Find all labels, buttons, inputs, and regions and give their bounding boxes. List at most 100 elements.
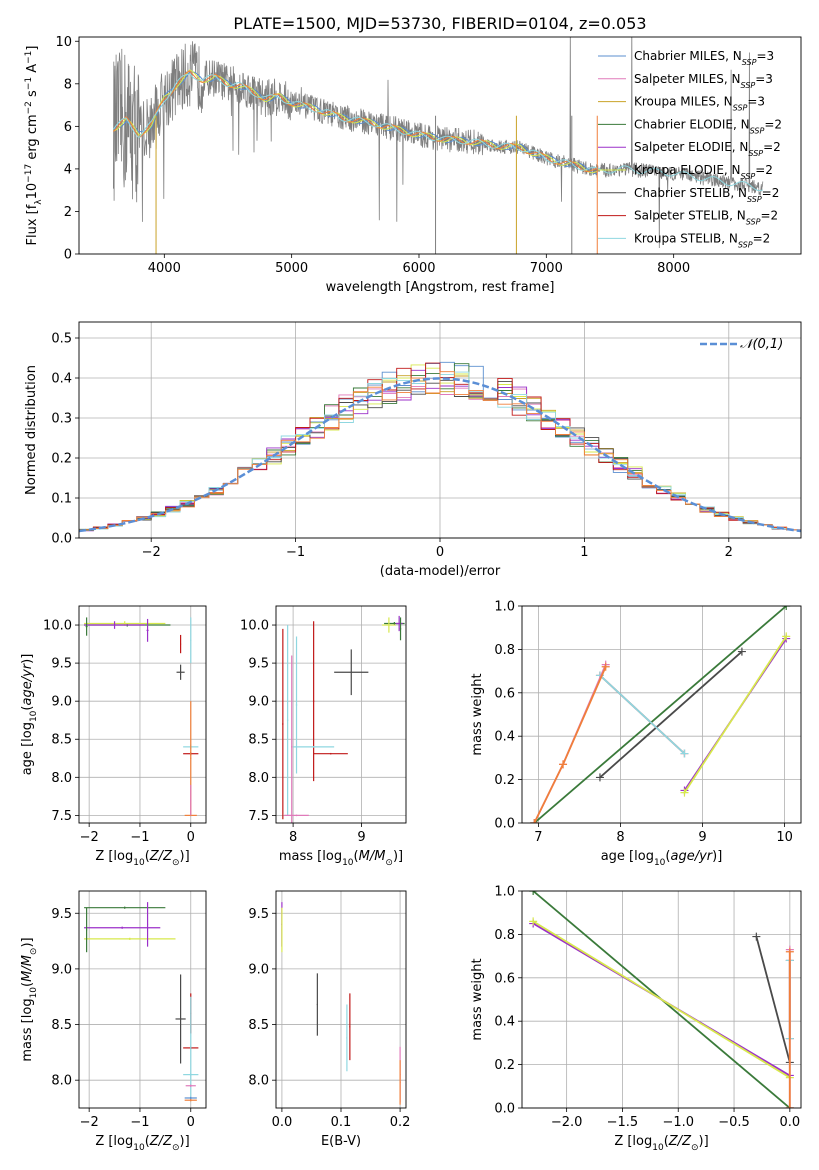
label-part: E(B-V) [321,1134,361,1149]
y-tick-label: 0.6 [494,686,515,701]
x-tick-label: 0 [436,545,444,560]
weight-marker [529,891,538,895]
legend-sub: SSP [747,194,762,203]
weight-marker [595,773,604,782]
label-part: ( [145,1134,150,1149]
legend-sub: SSP [741,80,756,89]
legend-text: =2 [764,117,782,131]
label-part: age/yr [670,849,713,864]
legend-label: Salpeter ELODIE, NSSP=2 [634,140,781,158]
label-part: age/yr [20,662,35,705]
legend-text: Chabrier STELIB, N [634,186,747,200]
label-part: ⊙ [29,948,39,956]
label-part: A [25,64,40,77]
x-tick-label: −1 [130,830,149,845]
weight-line [755,936,791,1063]
label-part: age [log [20,722,35,775]
x-tick-label: 1 [580,545,588,560]
label-part: mass weight [470,673,485,755]
weight-marker [680,788,689,797]
label-part: M/M [20,955,35,982]
x-axis-label: Z [log10(Z/Z⊙)] [614,1134,708,1153]
chart-spectrum: 4000 5000 6000 7000 8000 0 2 4 6 8 10 Chabrier MILE… [55,35,802,276]
label-part: )] [180,849,190,864]
x-axis-label: (data-model)/error [380,564,501,579]
label-part: −1 [24,51,34,64]
y-tick-label: 0.1 [51,492,72,507]
weight-line [533,606,787,823]
legend-text: =2 [753,231,771,245]
x-tick-label: −1.0 [662,1115,694,1130]
legend-text: Salpeter MILES, N [634,72,741,86]
label-part: 10 [25,183,40,200]
y-tick-label: 9.5 [248,907,269,922]
label-part: M/M [359,849,386,864]
errorbar-plot [84,617,199,817]
y-axis-label: mass [log10(M/M⊙)] [20,937,39,1061]
chart-residuals: −2 −1 0 1 2 0.0 0.1 0.2 0.3 0.4 0.5 𝒩(0,1) [51,321,802,560]
x-tick-label: 8 [289,830,297,845]
legend-label: Salpeter MILES, NSSP=3 [634,72,773,90]
axes-frame [275,605,407,824]
label-part: ( [665,849,670,864]
normal-curve [79,377,801,533]
line-plot [530,606,791,823]
weight-marker [529,917,538,926]
label-part: )] [20,654,35,664]
label-part: wavelength [Angstrom, rest frame] [326,280,555,295]
y-tick-label: 10.0 [43,619,72,634]
x-tick-label: 5000 [275,261,308,276]
chart-mass-vs-extinction: 0.0 0.1 0.2 8.0 8.5 9.0 9.5 [248,890,411,1130]
y-tick-label: 8.5 [248,1018,269,1033]
errorbar-plot [281,902,401,1105]
weight-marker [782,632,791,641]
y-tick-label: 0.2 [494,1058,515,1073]
legend-text: Salpeter ELODIE, N [634,140,748,154]
y-tick-label: 1.0 [494,600,515,615]
legend-text: Chabrier MILES, N [634,49,742,63]
y-tick-label: 9.0 [248,962,269,977]
label-part: 10 [29,987,39,999]
x-axis-label: wavelength [Angstrom, rest frame] [326,280,555,295]
label-part: Normed distribution [24,365,39,495]
legend-text: Kroupa STELIB, N [634,231,738,245]
y-tick-label: 7.5 [51,809,72,824]
legend-text: =2 [762,186,780,200]
x-tick-label: −2.0 [551,1115,583,1130]
chart-mass-vs-metallicity: −2 −1 0 8.0 8.5 9.0 9.5 [51,890,207,1130]
x-axis-label: Z [log10(Z/Z⊙)] [95,849,189,868]
label-part: ⊙ [172,1143,180,1153]
weight-line [683,635,787,794]
x-tick-label: 0.2 [390,1115,411,1130]
weight-line [599,674,686,755]
label-part: Flux [f [25,204,40,245]
y-tick-label: 0.2 [51,452,72,467]
legend-label: Kroupa MILES, NSSP=3 [634,95,765,113]
label-part: −2 [24,101,34,114]
figure-title: PLATE=1500, MJD=53730, FIBERID=0104, z=0… [233,14,646,33]
errorbar-plot [282,615,405,823]
label-part: 10 [342,858,354,868]
histogram-step [79,371,801,533]
x-tick-label: −1 [286,545,305,560]
y-tick-label: 9.5 [51,907,72,922]
y-tick-label: 6 [64,120,72,135]
label-part: 10 [133,1143,145,1153]
legend-label: Salpeter STELIB, NSSP=2 [634,209,778,227]
legend-sub: SSP [750,126,765,135]
y-tick-label: 9.5 [248,657,269,672]
y-tick-label: 0.3 [51,412,72,427]
x-tick-label: −1.5 [607,1115,639,1130]
label-part: 10 [29,710,39,722]
legend-text: Salpeter STELIB, N [634,209,746,223]
label-part: Z/Z [149,849,173,864]
x-tick-label: −2 [80,1115,99,1130]
label-part: mass [log [279,849,342,864]
x-tick-label: −0.5 [718,1115,750,1130]
weight-marker [601,662,610,671]
weight-marker [559,760,568,769]
label-part: s [25,90,40,101]
chart-age-vs-mass: 8 9 7.5 8.0 8.5 9.0 9.5 10.0 [240,605,407,845]
legend-label: Chabrier ELODIE, NSSP=2 [634,117,782,135]
